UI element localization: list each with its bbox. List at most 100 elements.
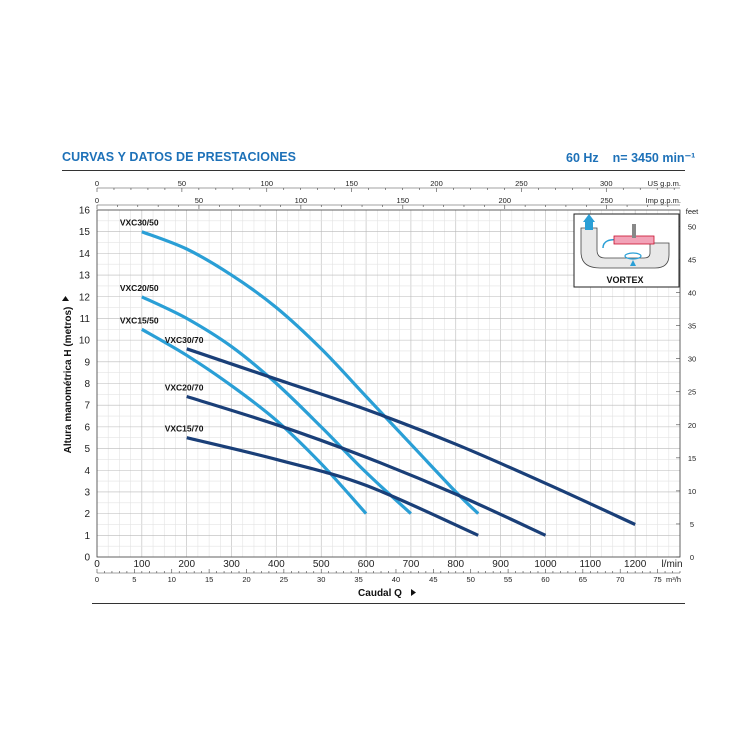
- m3h-tick-label: 60: [541, 575, 549, 584]
- m3h-tick-label: 40: [392, 575, 400, 584]
- m3h-tick-label: 25: [280, 575, 288, 584]
- y-tick-label: 12: [79, 292, 91, 303]
- x-tick-label: 500: [313, 559, 330, 570]
- series-label-vxc15-70: VXC15/70: [165, 424, 204, 434]
- us-gpm-unit-label: US g.p.m.: [648, 179, 681, 188]
- feet-unit-label: feet: [686, 207, 699, 216]
- m3h-tick-label: 10: [168, 575, 176, 584]
- imp-gpm-tick-label: 100: [295, 196, 308, 205]
- y-tick-label: 8: [84, 379, 90, 390]
- m3h-unit-label: m³/h: [666, 575, 681, 584]
- m3h-tick-label: 0: [95, 575, 99, 584]
- y-tick-label: 13: [79, 271, 91, 282]
- series-label-vxc20-70: VXC20/70: [165, 383, 204, 393]
- y-tick-label: 3: [84, 487, 90, 498]
- y-tick-label: 5: [84, 444, 90, 455]
- series-labels: VXC30/50 VXC20/50 VXC15/50 VXC30/70 VXC20/70…: [120, 218, 204, 434]
- feet-tick-label: 5: [690, 520, 694, 529]
- vortex-impeller-icon: [580, 214, 670, 269]
- imp-gpm-tick-label: 150: [397, 196, 410, 205]
- x-axis-arrow-icon: [411, 589, 416, 596]
- imp-gpm-tick-label: 0: [95, 196, 99, 205]
- series-line-vxc30-50: [141, 230, 480, 515]
- page-title: CURVAS Y DATOS DE PRESTACIONES: [62, 150, 297, 164]
- x-tick-label: 700: [403, 559, 420, 570]
- m3h-tick-label: 75: [653, 575, 661, 584]
- y-axis-title: Altura manométrica H (metros): [63, 307, 74, 454]
- us-gpm-tick-label: 250: [515, 179, 528, 188]
- axes: 0 100 200 300 400 500 600 700 800 900 1000 1100 1200…: [79, 179, 699, 584]
- grid: [96, 209, 681, 558]
- imp-gpm-tick-label: 200: [498, 196, 511, 205]
- feet-tick-label: 30: [688, 355, 696, 364]
- footer-rule: [92, 603, 685, 604]
- x-tick-label: 800: [447, 559, 464, 570]
- series-line-vxc20-70: [186, 394, 547, 537]
- y-tick-label: 14: [79, 249, 91, 260]
- y-tick-label: 4: [84, 466, 90, 477]
- y-tick-label: 11: [80, 314, 91, 325]
- series-label-vxc30-50: VXC30/50: [120, 218, 159, 228]
- y-tick-label: 10: [79, 336, 91, 347]
- x-tick-label: 200: [178, 559, 195, 570]
- feet-tick-label: 20: [688, 421, 696, 430]
- x-tick-label: 1000: [534, 559, 557, 570]
- y-tick-label: 9: [84, 357, 90, 368]
- x-tick-label: 900: [492, 559, 509, 570]
- m3h-tick-label: 5: [132, 575, 136, 584]
- series-label-vxc30-70: VXC30/70: [165, 335, 204, 345]
- x-tick-label: 0: [94, 559, 100, 570]
- m3h-tick-label: 70: [616, 575, 624, 584]
- us-gpm-tick-label: 50: [178, 179, 186, 188]
- x-tick-label: 100: [134, 559, 151, 570]
- feet-tick-label: 50: [688, 222, 696, 231]
- vortex-label: VORTEX: [606, 275, 643, 285]
- vortex-inset: VORTEX: [573, 213, 680, 288]
- plot-frame: [96, 209, 681, 558]
- y-tick-label: 0: [84, 553, 90, 564]
- m3h-tick-label: 65: [579, 575, 587, 584]
- feet-tick-label: 45: [688, 256, 696, 265]
- feet-tick-label: 15: [688, 454, 696, 463]
- m3h-tick-label: 55: [504, 575, 512, 584]
- m3h-tick-label: 15: [205, 575, 213, 584]
- y-axis-arrow-icon: [62, 296, 69, 301]
- series-group: [141, 230, 636, 537]
- feet-tick-label: 25: [688, 388, 696, 397]
- us-gpm-tick-label: 200: [430, 179, 443, 188]
- imp-gpm-unit-label: Imp g.p.m.: [646, 196, 681, 205]
- us-gpm-tick-label: 100: [261, 179, 274, 188]
- y-tick-label: 1: [84, 531, 90, 542]
- feet-tick-label: 40: [688, 289, 696, 298]
- us-gpm-tick-label: 300: [600, 179, 613, 188]
- series-line-vxc30-70: [186, 347, 636, 526]
- y-tick-label: 15: [79, 227, 91, 238]
- m3h-tick-label: 30: [317, 575, 325, 584]
- y-tick-label: 2: [84, 509, 90, 520]
- x-tick-label: 300: [223, 559, 240, 570]
- x-axis-title: Caudal Q: [358, 588, 402, 599]
- feet-tick-label: 10: [688, 487, 696, 496]
- frequency-label: 60 Hz: [566, 151, 599, 165]
- x-unit-label: l/min: [661, 559, 682, 570]
- x-tick-label: 1200: [624, 559, 647, 570]
- x-tick-label: 600: [358, 559, 375, 570]
- feet-tick-label: 35: [688, 322, 696, 331]
- x-tick-label: 400: [268, 559, 285, 570]
- series-label-vxc20-50: VXC20/50: [120, 283, 159, 293]
- operating-conditions: 60 Hz n= 3450 min⁻¹: [566, 150, 695, 165]
- m3h-tick-label: 50: [467, 575, 475, 584]
- y-tick-label: 16: [79, 206, 91, 217]
- us-gpm-tick-label: 0: [95, 179, 99, 188]
- series-line-vxc15-70: [186, 436, 479, 537]
- series-line-vxc20-50: [141, 295, 412, 515]
- speed-label: n= 3450 min⁻¹: [612, 151, 696, 165]
- imp-gpm-tick-label: 250: [600, 196, 613, 205]
- series-label-vxc15-50: VXC15/50: [120, 315, 159, 325]
- feet-tick-label: 0: [690, 553, 694, 562]
- y-tick-label: 6: [84, 422, 90, 433]
- us-gpm-tick-label: 150: [345, 179, 358, 188]
- header-rule: [62, 170, 685, 171]
- x-tick-label: 1100: [580, 559, 602, 570]
- y-tick-label: 7: [84, 401, 90, 412]
